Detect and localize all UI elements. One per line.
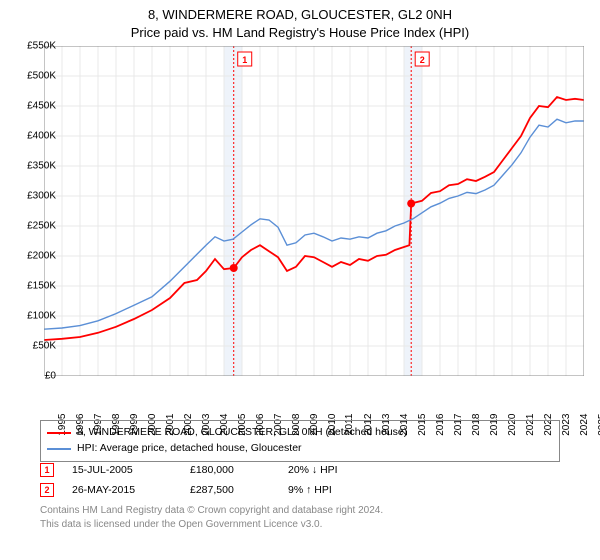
y-tick-label: £50K [33,341,56,352]
y-tick-label: £250K [27,221,56,232]
sale-marker-icon: 1 [40,463,54,477]
sale-date: 26-MAY-2015 [72,484,172,496]
sale-price: £287,500 [190,484,270,496]
y-tick-label: £500K [27,71,56,82]
chart-area: 12 [44,46,584,376]
legend-row: 8, WINDERMERE ROAD, GLOUCESTER, GL2 0NH … [47,425,553,441]
x-tick-label: 2024 [579,414,590,436]
sale-diff: 20% ↓ HPI [288,464,378,476]
footnote: Contains HM Land Registry data © Crown c… [40,504,560,531]
y-tick-label: £300K [27,191,56,202]
footnote-line: This data is licensed under the Open Gov… [40,518,560,532]
y-tick-label: £100K [27,311,56,322]
chart-title: 8, WINDERMERE ROAD, GLOUCESTER, GL2 0NH … [0,0,600,42]
chart-container: 8, WINDERMERE ROAD, GLOUCESTER, GL2 0NH … [0,0,600,560]
sale-marker-icon: 2 [40,483,54,497]
legend-label: HPI: Average price, detached house, Glou… [77,441,302,457]
sale-diff: 9% ↑ HPI [288,484,378,496]
y-tick-label: £550K [27,41,56,52]
sales-table: 1 15-JUL-2005 £180,000 20% ↓ HPI 2 26-MA… [40,460,560,500]
sale-row: 1 15-JUL-2005 £180,000 20% ↓ HPI [40,460,560,480]
sale-price: £180,000 [190,464,270,476]
svg-text:1: 1 [242,55,247,65]
svg-text:2: 2 [420,55,425,65]
y-tick-label: £450K [27,101,56,112]
x-tick-label: 2023 [561,414,572,436]
title-line-2: Price paid vs. HM Land Registry's House … [0,24,600,42]
sale-row: 2 26-MAY-2015 £287,500 9% ↑ HPI [40,480,560,500]
legend-swatch [47,448,71,450]
legend-swatch [47,432,71,434]
sale-date: 15-JUL-2005 [72,464,172,476]
y-tick-label: £200K [27,251,56,262]
y-tick-label: £400K [27,131,56,142]
footnote-line: Contains HM Land Registry data © Crown c… [40,504,560,518]
y-tick-label: £350K [27,161,56,172]
legend-label: 8, WINDERMERE ROAD, GLOUCESTER, GL2 0NH … [77,425,407,441]
plot-svg: 12 [44,46,584,376]
title-line-1: 8, WINDERMERE ROAD, GLOUCESTER, GL2 0NH [0,6,600,24]
y-tick-label: £150K [27,281,56,292]
legend: 8, WINDERMERE ROAD, GLOUCESTER, GL2 0NH … [40,420,560,462]
x-axis-labels: 1995199619971998199920002001200220032004… [44,378,584,418]
legend-row: HPI: Average price, detached house, Glou… [47,441,553,457]
